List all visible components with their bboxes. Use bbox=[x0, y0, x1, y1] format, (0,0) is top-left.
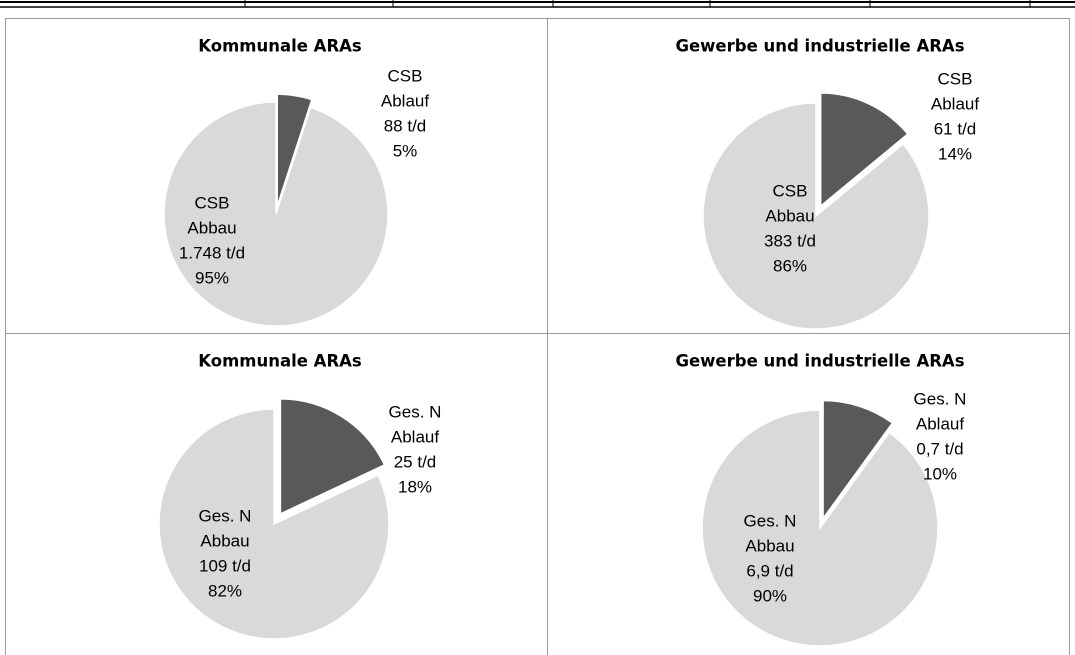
slice-label: CSB bbox=[938, 69, 973, 88]
slice-label: Ges. N bbox=[744, 511, 797, 530]
value-label: 10% bbox=[923, 464, 957, 483]
panel-grid bbox=[5, 18, 1070, 655]
chart-title: Gewerbe und industrielle ARAs bbox=[675, 37, 964, 56]
pie-slice bbox=[701, 409, 939, 647]
slice-label: CSB bbox=[388, 66, 423, 85]
slice-label: Ges. N bbox=[199, 506, 252, 525]
pie-slice bbox=[276, 93, 313, 207]
slice-label: CSB bbox=[195, 193, 230, 212]
slice-label: CSB bbox=[773, 181, 808, 200]
pie-slice bbox=[702, 102, 930, 330]
chart-title: Kommunale ARAs bbox=[198, 37, 362, 56]
pie-slice bbox=[163, 101, 389, 327]
slice-label: Ges. N bbox=[389, 402, 442, 421]
value-label: 90% bbox=[753, 586, 787, 605]
chart-title: Kommunale ARAs bbox=[198, 352, 362, 371]
slice-label: Ges. N bbox=[914, 389, 967, 408]
amount-label: 109 t/d bbox=[199, 556, 251, 575]
chart-title: Gewerbe und industrielle ARAs bbox=[675, 352, 964, 371]
pie-slice bbox=[279, 398, 386, 516]
amount-label: 383 t/d bbox=[764, 231, 816, 250]
slice-label: Ablauf bbox=[381, 91, 429, 110]
value-label: 86% bbox=[773, 256, 807, 275]
value-label: 82% bbox=[208, 581, 242, 600]
slice-label: Ablauf bbox=[916, 414, 964, 433]
slice-label: Abbau bbox=[187, 218, 236, 237]
slice-label: Ablauf bbox=[931, 94, 979, 113]
table-frame bbox=[0, 0, 1075, 8]
amount-label: 25 t/d bbox=[394, 452, 437, 471]
amount-label: 61 t/d bbox=[934, 119, 977, 138]
value-label: 18% bbox=[398, 477, 432, 496]
value-label: 5% bbox=[393, 141, 418, 160]
amount-label: 6,9 t/d bbox=[746, 561, 793, 580]
amount-label: 88 t/d bbox=[384, 116, 427, 135]
slice-label: Abbau bbox=[765, 206, 814, 225]
value-label: 95% bbox=[195, 268, 229, 287]
amount-label: 0,7 t/d bbox=[916, 439, 963, 458]
value-label: 14% bbox=[938, 144, 972, 163]
slice-label: Ablauf bbox=[391, 427, 439, 446]
pie-slice bbox=[822, 399, 894, 521]
slice-label: Abbau bbox=[200, 531, 249, 550]
slice-label: Abbau bbox=[745, 536, 794, 555]
pie-slice bbox=[819, 92, 909, 208]
pie-slice bbox=[158, 408, 390, 640]
amount-label: 1.748 t/d bbox=[179, 243, 245, 262]
